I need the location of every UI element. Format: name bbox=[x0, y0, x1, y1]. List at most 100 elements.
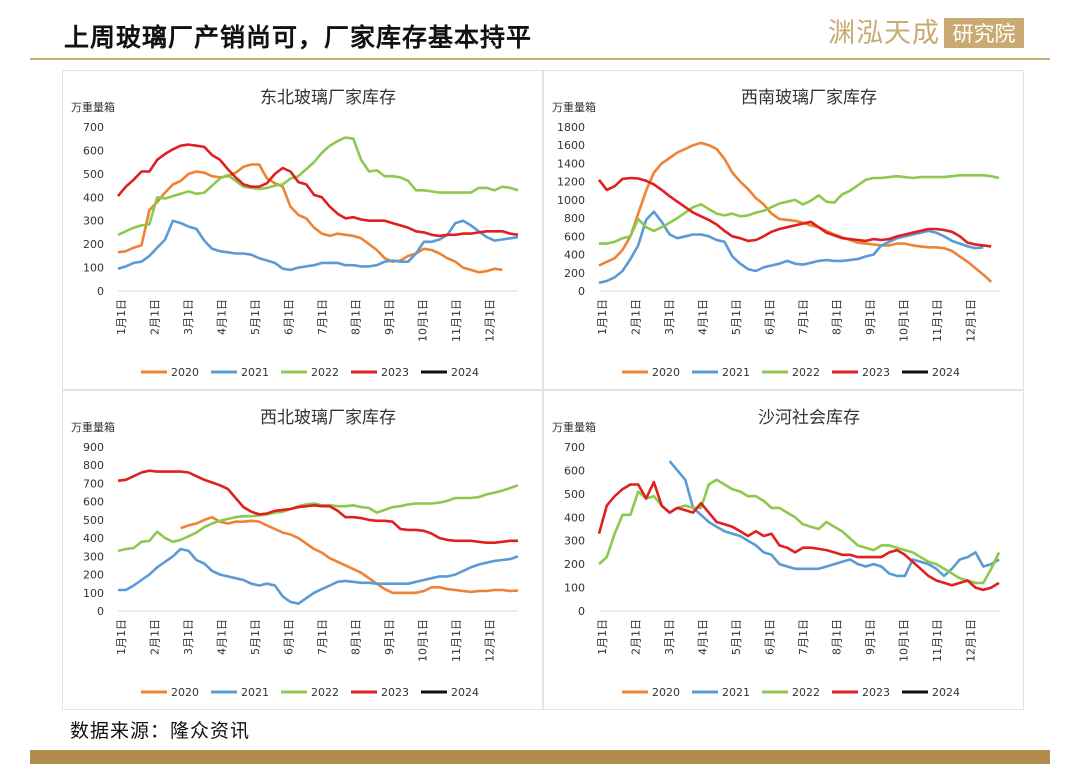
legend-label-2023: 2023 bbox=[862, 366, 890, 379]
x-tick-label: 1月1日 bbox=[596, 619, 609, 655]
y-axis-unit: 万重量箱 bbox=[552, 420, 596, 434]
x-tick-label: 4月1日 bbox=[697, 299, 710, 335]
y-tick-label: 0 bbox=[578, 605, 585, 618]
chart-title: 东北玻璃厂家库存 bbox=[260, 88, 396, 108]
series-line-2022 bbox=[117, 484, 519, 553]
chart-panel-shahe: 沙河社会库存 万重量箱 0 100 200 300 400 500 600 700 1月1日 2月1日… bbox=[543, 390, 1024, 710]
chart-title: 西南玻璃厂家库存 bbox=[741, 88, 877, 108]
x-tick-label: 12月1日 bbox=[965, 619, 978, 662]
source-note: 数据来源：隆众资讯 bbox=[70, 720, 251, 742]
x-tick-label: 11月1日 bbox=[931, 619, 944, 662]
legend-label-2020: 2020 bbox=[171, 366, 199, 379]
y-tick-label: 1200 bbox=[557, 176, 585, 189]
y-tick-label: 200 bbox=[83, 238, 104, 251]
legend-label-2024: 2024 bbox=[451, 686, 479, 699]
brand-logo: 渊泓天成 研究院 bbox=[828, 18, 1024, 49]
series-line-2020 bbox=[180, 515, 519, 595]
x-tick-label: 11月1日 bbox=[931, 299, 944, 342]
y-tick-label: 900 bbox=[83, 441, 104, 454]
y-tick-label: 200 bbox=[564, 558, 585, 571]
x-tick-label: 10月1日 bbox=[898, 619, 911, 662]
series-line-2021 bbox=[668, 460, 1000, 578]
series-line-2022 bbox=[599, 174, 1000, 245]
x-tick-label: 6月1日 bbox=[764, 619, 777, 655]
x-tick-label: 2月1日 bbox=[149, 619, 162, 655]
y-tick-label: 1400 bbox=[557, 157, 585, 170]
series-line-2021 bbox=[118, 547, 519, 605]
y-tick-label: 300 bbox=[83, 550, 104, 563]
y-tick-label: 600 bbox=[564, 230, 585, 243]
x-tick-label: 4月1日 bbox=[216, 619, 229, 655]
y-tick-label: 400 bbox=[83, 191, 104, 204]
x-tick-label: 5月1日 bbox=[730, 299, 743, 335]
x-tick-label: 1月1日 bbox=[596, 299, 609, 335]
y-tick-label: 800 bbox=[564, 212, 585, 225]
y-tick-label: 400 bbox=[83, 532, 104, 545]
x-tick-label: 3月1日 bbox=[182, 619, 195, 655]
y-tick-label: 700 bbox=[83, 121, 104, 134]
chart-panel-northeast: 东北玻璃厂家库存 万重量箱 0 100 200 300 400 500 600 700 1月1日 2月… bbox=[62, 70, 543, 390]
y-tick-label: 200 bbox=[83, 569, 104, 582]
legend-label-2022: 2022 bbox=[311, 686, 339, 699]
legend-label-2021: 2021 bbox=[722, 366, 750, 379]
x-tick-label: 8月1日 bbox=[831, 299, 844, 335]
y-tick-label: 500 bbox=[83, 514, 104, 527]
y-tick-label: 400 bbox=[564, 511, 585, 524]
x-tick-label: 3月1日 bbox=[663, 619, 676, 655]
footer-band bbox=[30, 750, 1050, 764]
series-line-2023 bbox=[116, 143, 519, 238]
chart-panel-northwest: 西北玻璃厂家库存 万重量箱 0 100 200 300 400 500 600 700 800 900… bbox=[62, 390, 543, 710]
x-tick-label: 6月1日 bbox=[283, 299, 296, 335]
x-tick-label: 2月1日 bbox=[630, 619, 643, 655]
legend-label-2022: 2022 bbox=[792, 686, 820, 699]
legend-label-2020: 2020 bbox=[652, 686, 680, 699]
y-tick-label: 1000 bbox=[557, 194, 585, 207]
header-divider bbox=[30, 58, 1050, 60]
x-tick-label: 8月1日 bbox=[831, 619, 844, 655]
y-tick-label: 400 bbox=[564, 249, 585, 262]
x-tick-label: 5月1日 bbox=[730, 619, 743, 655]
y-tick-label: 100 bbox=[564, 582, 585, 595]
y-tick-label: 500 bbox=[83, 168, 104, 181]
x-tick-label: 7月1日 bbox=[316, 619, 329, 655]
x-tick-label: 8月1日 bbox=[350, 299, 363, 335]
y-tick-label: 0 bbox=[97, 605, 104, 618]
x-tick-label: 7月1日 bbox=[797, 619, 810, 655]
y-tick-label: 200 bbox=[564, 267, 585, 280]
legend-label-2024: 2024 bbox=[932, 366, 960, 379]
y-axis-unit: 万重量箱 bbox=[71, 100, 115, 114]
legend-label-2020: 2020 bbox=[652, 366, 680, 379]
legend-label-2023: 2023 bbox=[381, 686, 409, 699]
legend-label-2021: 2021 bbox=[722, 686, 750, 699]
x-tick-label: 6月1日 bbox=[764, 299, 777, 335]
y-tick-label: 1600 bbox=[557, 139, 585, 152]
y-axis-unit: 万重量箱 bbox=[552, 100, 596, 114]
x-tick-label: 10月1日 bbox=[417, 299, 430, 342]
y-tick-label: 300 bbox=[83, 215, 104, 228]
x-tick-label: 11月1日 bbox=[450, 619, 463, 662]
x-tick-label: 9月1日 bbox=[383, 299, 396, 335]
y-tick-label: 0 bbox=[97, 285, 104, 298]
chart-panel-southwest: 西南玻璃厂家库存 万重量箱 0 200 400 600 800 1000 1200 1400 160… bbox=[543, 70, 1024, 390]
x-tick-label: 5月1日 bbox=[249, 299, 262, 335]
y-tick-label: 600 bbox=[83, 496, 104, 509]
x-tick-label: 12月1日 bbox=[484, 299, 497, 342]
legend-label-2024: 2024 bbox=[932, 686, 960, 699]
chart-title: 沙河社会库存 bbox=[758, 408, 860, 428]
y-tick-label: 700 bbox=[83, 477, 104, 490]
logo-text: 渊泓天成 bbox=[828, 18, 940, 49]
y-tick-label: 600 bbox=[564, 464, 585, 477]
legend-label-2022: 2022 bbox=[311, 366, 339, 379]
x-tick-label: 9月1日 bbox=[864, 299, 877, 335]
series-line-2020 bbox=[117, 163, 503, 274]
chart-title: 西北玻璃厂家库存 bbox=[260, 408, 396, 428]
x-tick-label: 5月1日 bbox=[249, 619, 262, 655]
legend-label-2024: 2024 bbox=[451, 366, 479, 379]
x-tick-label: 1月1日 bbox=[115, 619, 128, 655]
x-tick-label: 3月1日 bbox=[182, 299, 195, 335]
y-tick-label: 1800 bbox=[557, 121, 585, 134]
